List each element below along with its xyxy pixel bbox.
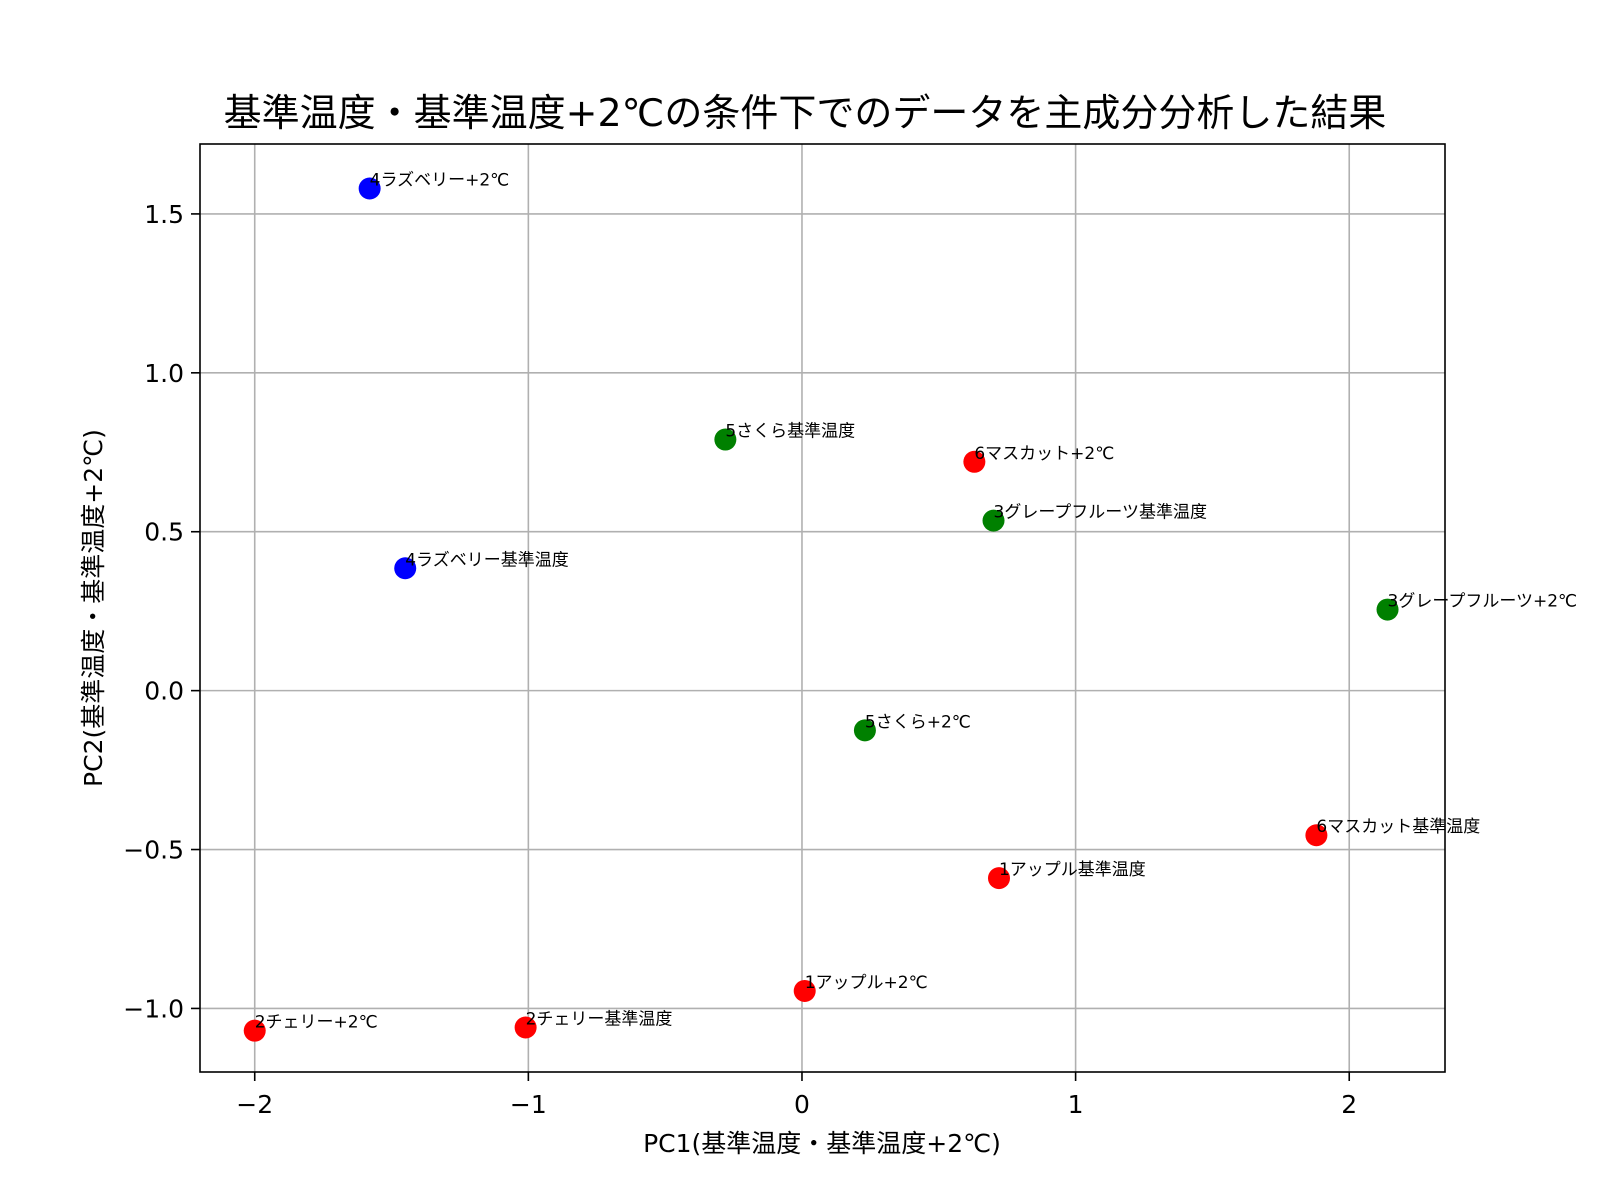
data-point-label: 5さくら基準温度 — [725, 422, 855, 442]
x-tick-label: 1 — [1068, 1090, 1084, 1119]
data-point-label: 4ラズベリー基準温度 — [405, 550, 568, 570]
data-point-label: 2チェリー基準温度 — [526, 1010, 673, 1030]
chart-title: 基準温度・基準温度+2℃の条件下でのデータを主成分分析した結果 — [224, 91, 1387, 135]
plot-frame — [199, 143, 1446, 1073]
x-tick-label: 0 — [794, 1090, 810, 1119]
data-point — [1305, 824, 1328, 847]
x-tick-label: −1 — [510, 1090, 547, 1119]
data-point — [714, 428, 737, 451]
y-axis-label: PC2(基準温度・基準温度+2℃) — [79, 429, 108, 787]
data-point-label: 4ラズベリー+2℃ — [370, 170, 510, 190]
data-point — [793, 979, 816, 1002]
y-axis: −1.0 −0.5 0.0 0.5 1.0 1.5 — [123, 200, 200, 1023]
data-point — [514, 1016, 537, 1039]
grid — [200, 144, 1445, 1072]
data-points — [243, 177, 1399, 1042]
data-point-label: 5さくら+2℃ — [865, 712, 971, 732]
data-point — [853, 719, 876, 742]
x-axis-label: PC1(基準温度・基準温度+2℃) — [643, 1129, 1001, 1158]
data-point — [1376, 598, 1399, 621]
data-point-label: 6マスカット基準温度 — [1316, 817, 1480, 837]
y-tick-label: −0.5 — [123, 836, 184, 865]
y-tick-label: 1.0 — [144, 359, 184, 388]
data-point-label: 1アップル+2℃ — [805, 973, 928, 993]
data-point — [963, 450, 986, 473]
data-point-label: 3グレープフルーツ基準温度 — [994, 503, 1207, 523]
data-point — [358, 177, 381, 200]
x-tick-label: 2 — [1341, 1090, 1357, 1119]
data-point — [982, 509, 1005, 532]
data-point — [394, 557, 417, 580]
y-tick-label: −1.0 — [123, 994, 184, 1023]
y-tick-label: 0.5 — [144, 518, 184, 547]
data-point-label: 1アップル基準温度 — [999, 860, 1146, 880]
x-tick-label: −2 — [236, 1090, 273, 1119]
y-tick-label: 0.0 — [144, 677, 184, 706]
x-axis: −2 −1 0 1 2 — [236, 1072, 1357, 1119]
data-point — [987, 867, 1010, 890]
data-point-label: 3グレープフルーツ+2℃ — [1388, 592, 1578, 612]
data-point-label: 2チェリー+2℃ — [255, 1013, 378, 1033]
y-tick-label: 1.5 — [144, 200, 184, 229]
point-labels: 4ラズベリー+2℃ 4ラズベリー基準温度 5さくら基準温度 6マスカット+2℃ 3グレー… — [255, 170, 1577, 1032]
data-point — [243, 1019, 266, 1042]
data-point-label: 6マスカット+2℃ — [974, 444, 1114, 464]
